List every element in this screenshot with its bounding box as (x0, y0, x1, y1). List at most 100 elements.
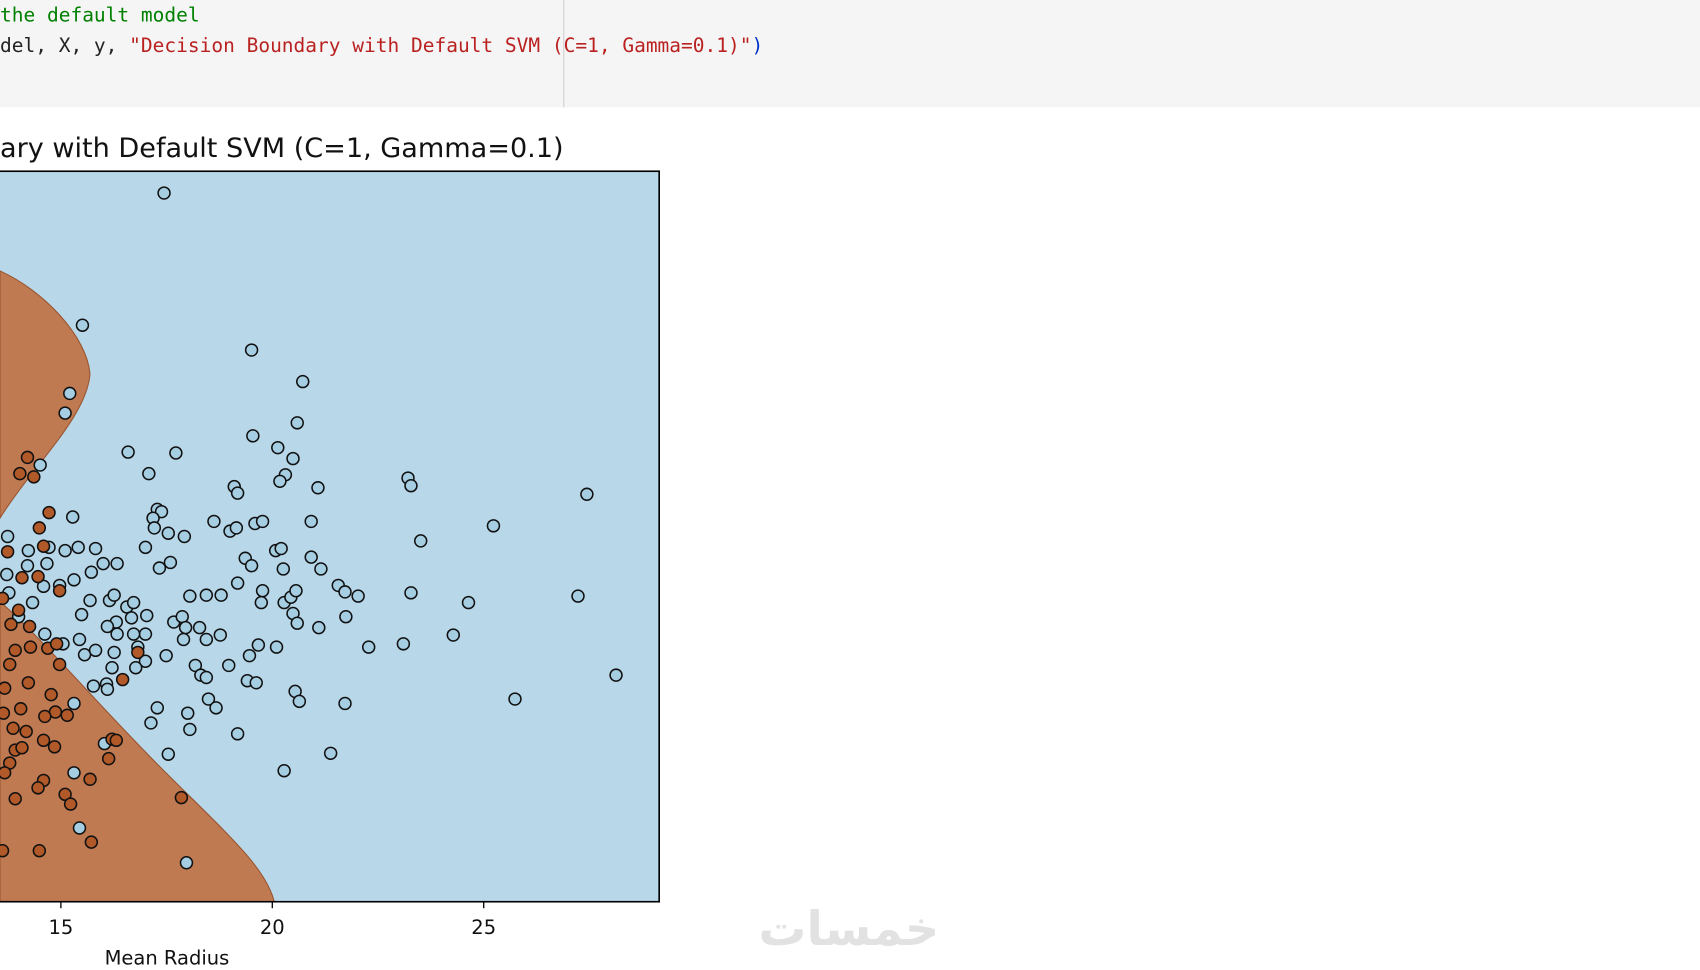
point (461, 595, 476, 610)
point (276, 562, 291, 576)
point (110, 556, 124, 571)
point (75, 318, 90, 332)
point (15, 571, 29, 585)
point (311, 481, 325, 495)
point (66, 510, 80, 524)
point (22, 619, 37, 634)
point (580, 487, 594, 501)
point (323, 746, 338, 761)
point (244, 558, 259, 573)
point (404, 478, 418, 493)
point (33, 458, 47, 472)
point (254, 595, 269, 610)
point (214, 588, 228, 602)
point (163, 555, 178, 570)
point (338, 696, 352, 711)
point (83, 593, 97, 608)
plot-frame (0, 170, 660, 903)
point (96, 556, 110, 571)
point (20, 558, 35, 573)
point (15, 741, 29, 755)
point (251, 638, 266, 652)
point (192, 620, 207, 635)
point (292, 694, 307, 709)
point (446, 628, 460, 642)
point (44, 687, 58, 702)
point (63, 386, 77, 401)
point (0, 706, 11, 720)
point (199, 670, 214, 685)
point (4, 617, 18, 632)
points (0, 186, 623, 870)
point (20, 450, 35, 465)
point (0, 591, 10, 606)
point (138, 654, 153, 668)
point (181, 706, 195, 720)
point (508, 692, 522, 706)
point (222, 658, 236, 673)
point (31, 781, 45, 795)
point (84, 835, 99, 849)
point (49, 637, 64, 651)
point (289, 584, 303, 598)
point (58, 543, 72, 558)
point (88, 643, 103, 658)
point (178, 620, 193, 635)
point (150, 701, 165, 715)
point (100, 682, 115, 697)
point (179, 856, 194, 870)
point (286, 451, 300, 466)
point (273, 474, 287, 489)
point (147, 521, 162, 535)
point (47, 740, 62, 754)
point (209, 701, 223, 715)
point (304, 550, 318, 564)
point (71, 540, 85, 555)
point (3, 657, 17, 672)
point (67, 573, 81, 587)
point (314, 562, 328, 576)
point (277, 763, 291, 778)
point (13, 466, 27, 481)
point (84, 565, 99, 579)
point (63, 797, 78, 811)
point (157, 186, 171, 200)
watermark: خمسات (759, 902, 940, 957)
point (100, 619, 115, 634)
point (242, 648, 257, 663)
point (13, 702, 28, 716)
point (177, 529, 192, 544)
point (249, 676, 263, 690)
code-cell[interactable] (0, 0, 1700, 108)
point (52, 657, 67, 672)
point (86, 679, 101, 693)
point (413, 534, 428, 548)
point (296, 374, 310, 389)
point (0, 567, 14, 582)
point (8, 792, 22, 806)
point (23, 640, 38, 654)
point (42, 505, 56, 520)
point (361, 640, 376, 654)
point (38, 627, 52, 641)
point (77, 648, 92, 662)
point (31, 569, 45, 584)
point (129, 661, 143, 675)
point (230, 486, 245, 500)
point (609, 668, 623, 682)
point (67, 766, 81, 780)
point (121, 445, 135, 459)
point (88, 541, 103, 556)
point (255, 584, 270, 598)
code-line: del, X, y, "Decision Boundary with Defau… (0, 34, 763, 57)
point (19, 724, 33, 739)
point (404, 586, 418, 600)
point (74, 607, 89, 622)
point (174, 790, 189, 805)
point (199, 588, 214, 602)
point (115, 672, 130, 687)
point (6, 721, 20, 735)
point (138, 540, 153, 555)
point (290, 416, 304, 430)
